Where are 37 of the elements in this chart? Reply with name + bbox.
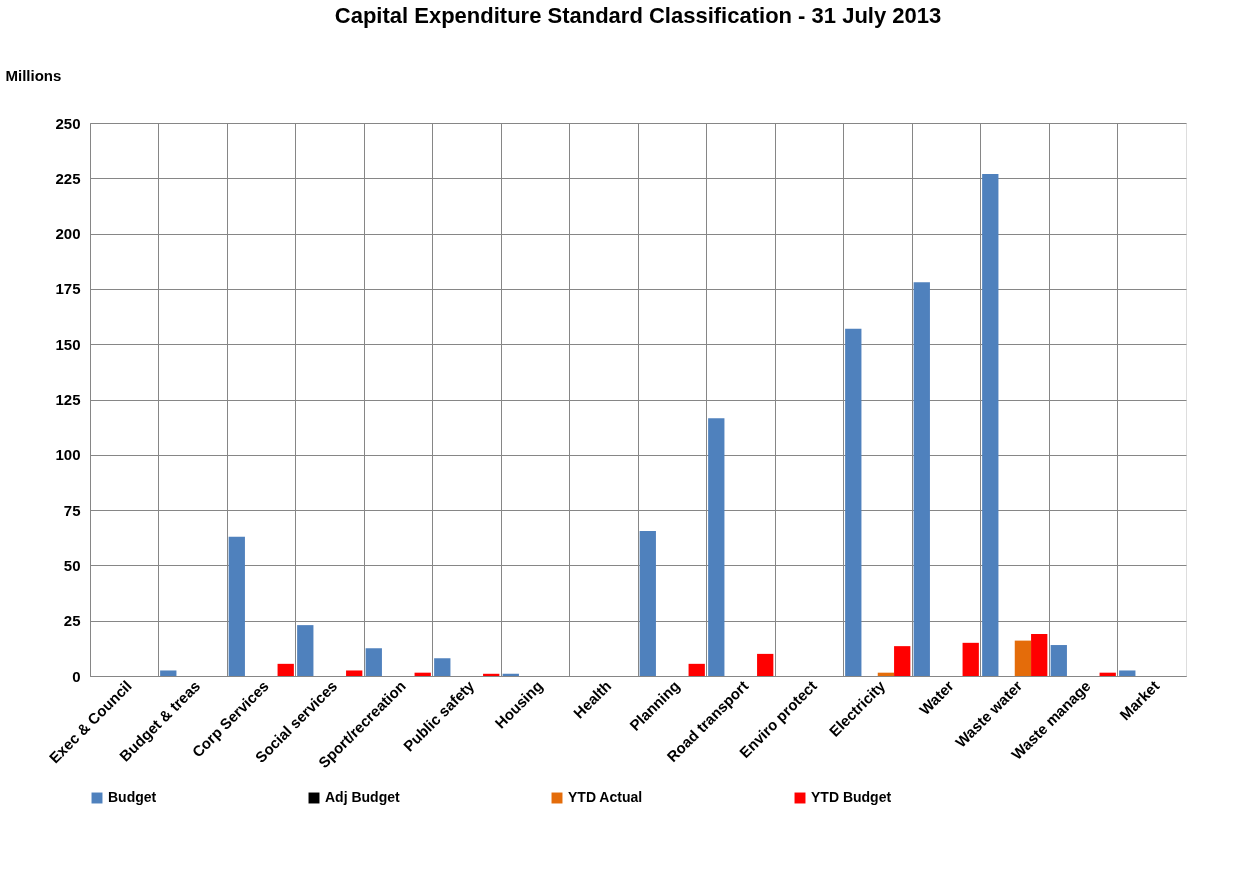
y-tick-label: 150 — [55, 335, 81, 353]
y-tick-label: 50 — [63, 556, 81, 574]
y-tick-label: 125 — [55, 391, 81, 408]
y-tick-label: 175 — [55, 280, 81, 298]
bar — [894, 646, 911, 676]
bar — [1119, 670, 1136, 676]
bar — [757, 653, 774, 676]
bar — [365, 648, 382, 676]
legend-label: YTD Actual — [568, 789, 643, 805]
bar — [982, 173, 999, 676]
bar — [845, 328, 862, 676]
bar — [962, 642, 979, 676]
bar — [228, 536, 245, 676]
bar — [1050, 645, 1067, 676]
y-axis-title: Millions — [5, 66, 62, 84]
legend-label: Adj Budget — [325, 789, 400, 805]
y-tick-label: 100 — [55, 446, 81, 464]
y-tick-label: 200 — [55, 225, 81, 243]
bar — [688, 663, 705, 676]
bar — [434, 658, 451, 676]
chart-title: Capital Expenditure Standard Classification - 31 July 2013 — [334, 3, 942, 28]
y-tick-label: 225 — [55, 169, 81, 187]
y-tick-label: 75 — [63, 501, 81, 519]
bar — [160, 670, 177, 676]
bar — [297, 625, 314, 676]
legend-label: YTD Budget — [811, 789, 892, 805]
bar — [1014, 640, 1032, 676]
legend-label: Budget — [108, 789, 157, 805]
y-tick-label: 0 — [72, 667, 81, 685]
bar — [1031, 633, 1048, 676]
y-tick-label: 250 — [55, 114, 81, 132]
bar — [346, 670, 363, 676]
bar — [277, 663, 294, 676]
bar — [639, 531, 656, 676]
bar — [913, 282, 930, 676]
y-tick-label: 25 — [63, 612, 81, 630]
bar — [708, 418, 725, 676]
